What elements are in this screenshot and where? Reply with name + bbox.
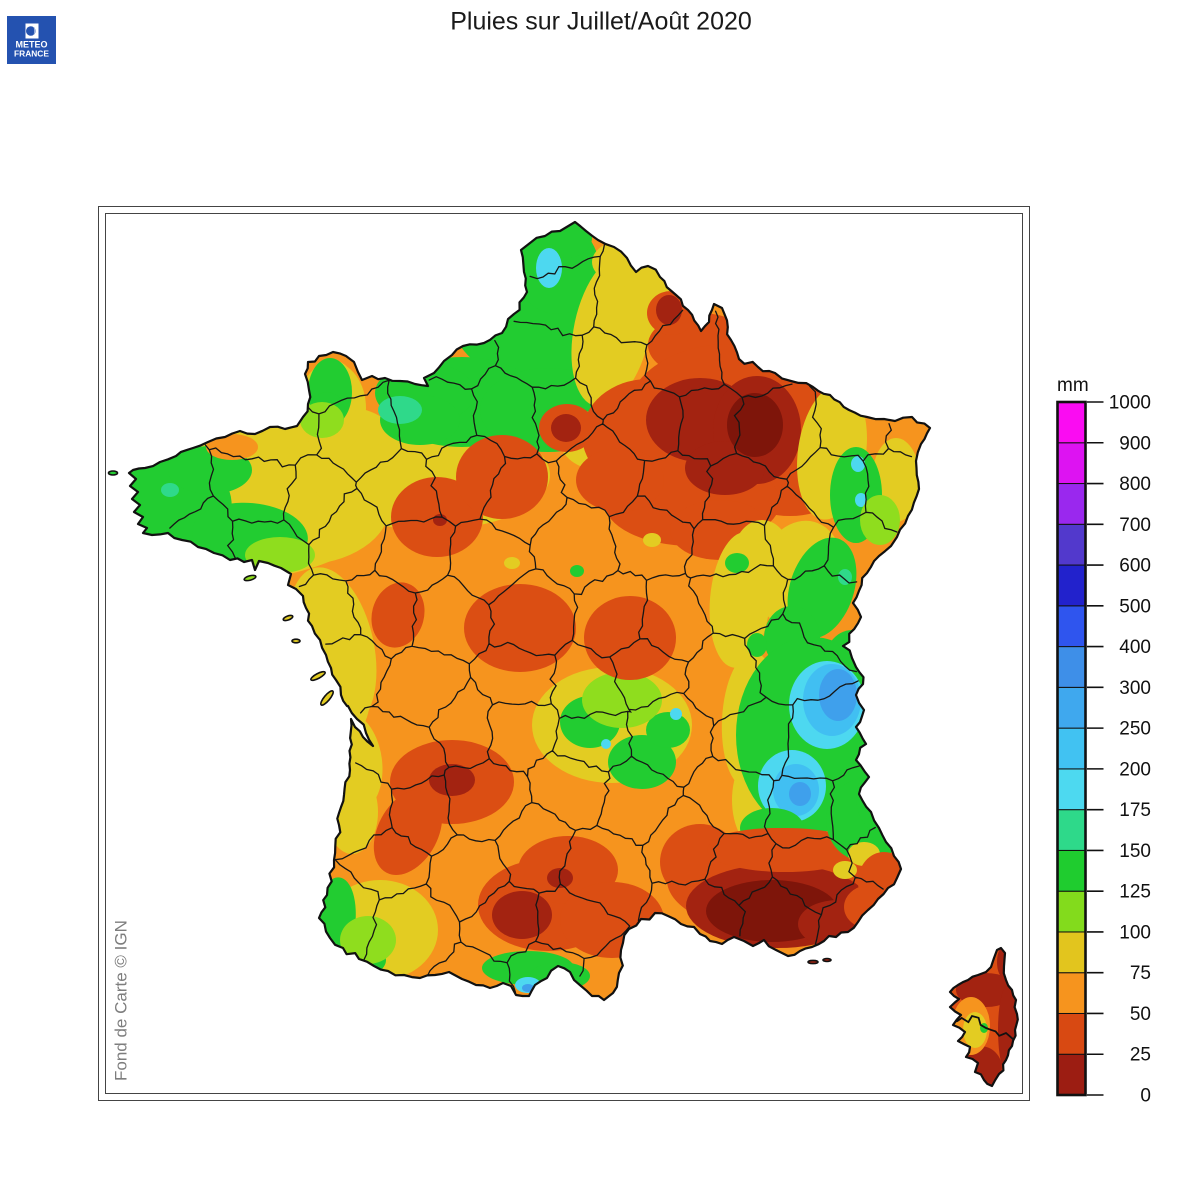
svg-text:150: 150 bbox=[1119, 841, 1151, 862]
svg-text:400: 400 bbox=[1119, 637, 1151, 658]
svg-text:500: 500 bbox=[1119, 596, 1151, 617]
svg-text:800: 800 bbox=[1119, 474, 1151, 495]
svg-text:250: 250 bbox=[1119, 719, 1151, 740]
svg-text:200: 200 bbox=[1119, 759, 1151, 780]
svg-text:175: 175 bbox=[1119, 800, 1151, 821]
svg-text:50: 50 bbox=[1130, 1004, 1151, 1025]
svg-text:300: 300 bbox=[1119, 678, 1151, 699]
svg-text:Pluies sur Juillet/Août 2020: Pluies sur Juillet/Août 2020 bbox=[450, 8, 752, 36]
svg-text:900: 900 bbox=[1119, 433, 1151, 454]
svg-text:1000: 1000 bbox=[1109, 393, 1151, 414]
svg-text:Fond de Carte © IGN: Fond de Carte © IGN bbox=[112, 920, 131, 1081]
svg-text:100: 100 bbox=[1119, 922, 1151, 943]
svg-text:75: 75 bbox=[1130, 963, 1151, 984]
svg-text:FRANCE: FRANCE bbox=[14, 49, 49, 59]
svg-text:mm: mm bbox=[1057, 375, 1089, 396]
svg-text:700: 700 bbox=[1119, 515, 1151, 536]
svg-text:METEO: METEO bbox=[15, 40, 47, 50]
svg-text:25: 25 bbox=[1130, 1045, 1151, 1066]
svg-text:0: 0 bbox=[1140, 1086, 1151, 1107]
svg-text:600: 600 bbox=[1119, 556, 1151, 577]
svg-text:125: 125 bbox=[1119, 882, 1151, 903]
